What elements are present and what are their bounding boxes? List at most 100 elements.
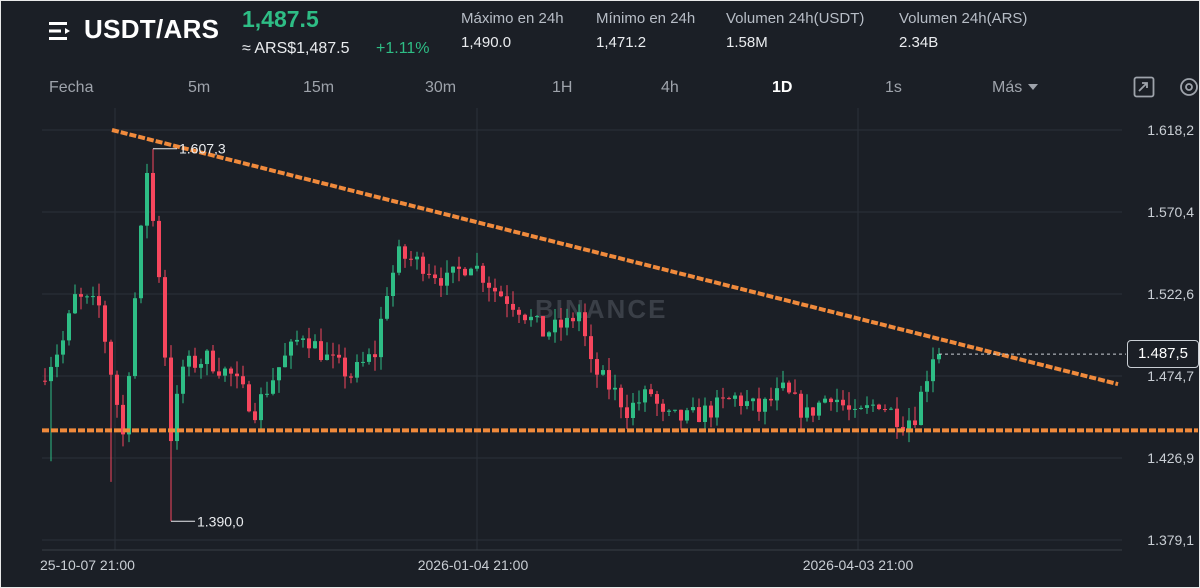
candle-body [703,405,707,423]
stat-label-low-24h: Mínimo en 24h [596,10,696,27]
current-price-tag: 1.487,5 [1127,340,1199,369]
candle [187,350,191,377]
candle-body [319,341,323,360]
candle-body [427,273,431,275]
candle-body [373,354,377,358]
candle [577,304,581,332]
tab-5m[interactable]: 5m [188,79,211,96]
candle-body [589,336,593,360]
candle [319,328,323,362]
tab-1d[interactable]: 1D [772,79,793,96]
menu-icon[interactable] [49,20,71,42]
candle [685,407,689,424]
tab-30m[interactable]: 30m [425,79,457,96]
x-tick-label-1: 2026-01-04 21:00 [418,557,529,573]
tab-15m[interactable]: 15m [303,79,335,96]
candle-body [673,409,677,411]
candle [895,397,899,439]
candle-body [379,318,383,358]
candle-body [451,266,455,273]
candle [475,252,479,272]
candle [379,306,383,370]
candle-body [403,246,407,259]
candle-body [793,392,797,394]
candle-body [733,395,737,399]
candle-body [247,384,251,412]
candle [55,344,59,378]
candle [823,395,827,404]
candle-body [613,387,617,390]
y-tick-label-4: 1.426,9 [1147,450,1194,466]
candle-body [565,317,569,328]
candle-body [67,313,71,341]
candle [757,387,761,421]
candle [391,265,395,307]
candle-body [121,404,125,435]
candle-body [277,367,281,381]
candle [883,404,887,413]
candle-body [415,256,419,260]
candle [637,390,641,411]
candle [931,347,935,393]
candle [655,390,659,417]
candle [751,397,755,411]
candle-body [619,387,623,408]
settings-icon[interactable] [1178,76,1200,98]
x-axis: 25-10-07 21:00 2026-01-04 21:00 2026-04-03… [40,557,913,573]
candle [499,285,503,298]
candle [307,327,311,358]
candle-body [301,338,305,340]
candle-body [337,354,341,358]
candle-body [805,407,809,418]
candle-body [859,407,863,409]
candle [877,403,881,411]
candle [907,407,911,443]
stat-value-high-24h: 1,490.0 [461,34,512,51]
candle-body [739,395,743,406]
candle [727,396,731,400]
candle [73,284,77,315]
candle [79,287,83,310]
candle-body [175,393,179,442]
candle-body [367,354,371,362]
candle [595,352,599,388]
candle [841,390,845,411]
candle-body [391,272,395,296]
tab-more[interactable]: Más [992,79,1039,97]
tab-1h[interactable]: 1H [552,79,573,96]
tab-fecha[interactable]: Fecha [49,79,94,96]
pair-title[interactable]: USDT/ARS [84,14,220,44]
candle [679,409,683,431]
candle-body [823,398,827,403]
candle [115,370,119,418]
candle-body [97,296,101,306]
candle [649,383,653,397]
candle-body [487,282,491,288]
candle-body [895,408,899,427]
y-tick-label-3: 1.474,7 [1147,368,1194,384]
fullscreen-icon[interactable] [1133,76,1155,98]
candle [763,397,767,425]
candle-body [199,364,203,368]
candle-body [931,359,935,382]
candle [217,357,221,379]
candle-body [727,398,731,400]
candle [415,251,419,270]
candle [457,256,461,282]
candle [85,294,89,304]
candle-body [433,274,437,279]
candle [313,334,317,349]
tab-4h[interactable]: 4h [661,79,679,96]
candle [781,370,785,391]
candle [925,370,929,403]
candlestick-chart[interactable]: BINANCE 1.607,3 1.390,0 1.618,2 1.570,4 1.5… [0,108,1200,588]
candle [745,390,749,410]
candle-body [661,403,665,412]
tab-1s[interactable]: 1s [885,79,902,96]
resistance-trendline[interactable] [111,128,1119,387]
candle-body [457,266,461,269]
candle-body [229,368,233,374]
candle-body [151,172,155,221]
candle-body [715,397,719,418]
candle [205,349,209,376]
